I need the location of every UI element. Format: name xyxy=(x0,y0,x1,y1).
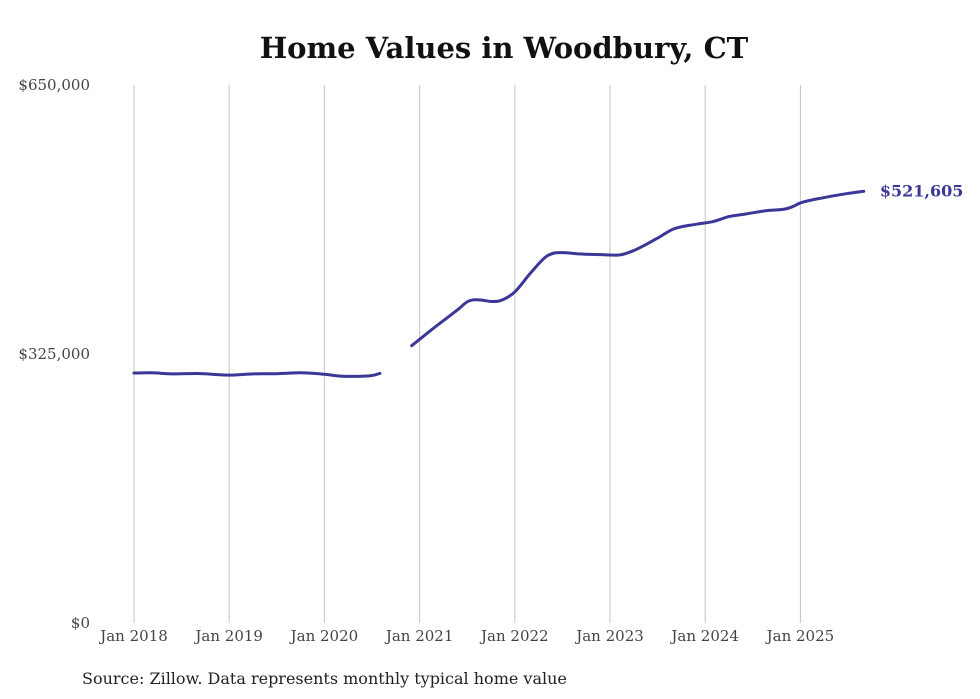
y-tick-label-2: $650,000 xyxy=(18,76,90,94)
x-tick-label-0: Jan 2018 xyxy=(98,627,168,645)
x-tick-label-1: Jan 2019 xyxy=(193,627,263,645)
vertical-grid xyxy=(133,85,801,623)
end-value-label: $521,605 xyxy=(880,181,964,200)
x-tick-label-4: Jan 2022 xyxy=(479,627,549,645)
series-line-segment-1 xyxy=(410,189,866,348)
x-tick-label-3: Jan 2021 xyxy=(384,627,454,645)
source-note: Source: Zillow. Data represents monthly … xyxy=(82,669,567,688)
y-tick-label-0: $0 xyxy=(71,614,90,632)
x-tick-label-6: Jan 2024 xyxy=(669,627,739,645)
x-tick-label-2: Jan 2020 xyxy=(289,627,359,645)
series-group xyxy=(132,189,866,378)
series-line-segment-0 xyxy=(132,371,382,378)
y-tick-label-1: $325,000 xyxy=(18,345,90,363)
chart-title: Home Values in Woodbury, CT xyxy=(260,31,749,65)
x-tick-label-7: Jan 2025 xyxy=(765,627,835,645)
x-axis-ticks: Jan 2018 Jan 2019 Jan 2020 Jan 2021 Jan 2022… xyxy=(98,627,834,645)
y-axis-ticks: $0 $325,000 $650,000 xyxy=(18,76,90,632)
x-tick-label-5: Jan 2023 xyxy=(574,627,644,645)
